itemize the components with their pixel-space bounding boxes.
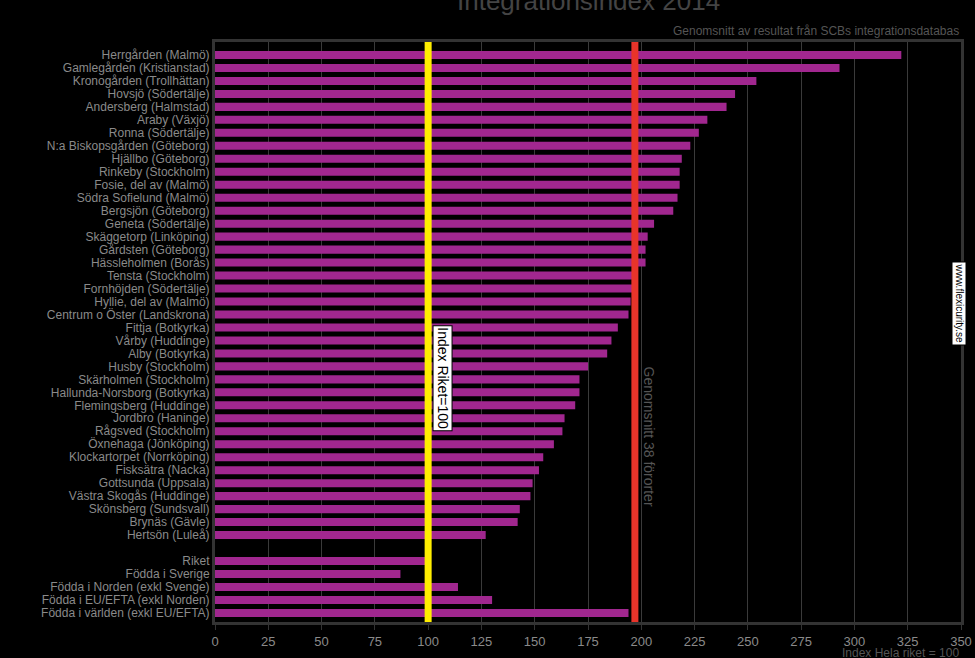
svg-text:Rågsved (Stockholm): Rågsved (Stockholm) <box>95 424 210 438</box>
svg-text:Gårdsten (Göteborg): Gårdsten (Göteborg) <box>99 243 210 257</box>
svg-text:Gamlegården (Kristianstad): Gamlegården (Kristianstad) <box>63 61 210 75</box>
svg-text:Index Riket=100: Index Riket=100 <box>435 327 451 429</box>
svg-text:Födda i EU/EFTA (exkl Norden): Födda i EU/EFTA (exkl Norden) <box>42 593 210 607</box>
svg-text:50: 50 <box>314 634 328 649</box>
svg-text:Rinkeby (Stockholm): Rinkeby (Stockholm) <box>99 165 210 179</box>
svg-text:225: 225 <box>684 634 706 649</box>
svg-text:Födda i Norden (exkl Svenge): Födda i Norden (exkl Svenge) <box>50 580 209 594</box>
svg-text:Centrum o Öster (Landskrona): Centrum o Öster (Landskrona) <box>47 308 210 322</box>
svg-text:25: 25 <box>261 634 275 649</box>
svg-text:Integrationsindex 2014: Integrationsindex 2014 <box>457 0 720 16</box>
svg-text:Födda i världen (exkl EU/EFTA): Födda i världen (exkl EU/EFTA) <box>41 606 210 620</box>
svg-text:Genomsnitt 38 förorter: Genomsnitt 38 förorter <box>641 367 657 507</box>
svg-text:Alby (Botkyrka): Alby (Botkyrka) <box>128 347 209 361</box>
svg-text:Kronogården (Trollhättan): Kronogården (Trollhättan) <box>73 74 210 88</box>
svg-text:Hjällbo (Göteborg): Hjällbo (Göteborg) <box>112 152 210 166</box>
svg-text:Hyllie, del av (Malmö): Hyllie, del av (Malmö) <box>94 295 209 309</box>
svg-text:150: 150 <box>524 634 546 649</box>
svg-text:www.flexicurity.se: www.flexicurity.se <box>954 264 965 344</box>
svg-text:Index Hela riket = 100: Index Hela riket = 100 <box>842 646 959 658</box>
svg-text:Fornhöjden (Södertälje): Fornhöjden (Södertälje) <box>84 282 210 296</box>
svg-text:Hertsön (Luleå): Hertsön (Luleå) <box>127 528 210 542</box>
svg-text:Geneta (Södertälje): Geneta (Södertälje) <box>105 217 210 231</box>
svg-text:Ronna (Södertälje): Ronna (Södertälje) <box>109 126 210 140</box>
svg-text:Riket: Riket <box>182 554 210 568</box>
svg-text:250: 250 <box>737 634 759 649</box>
svg-text:Jordbro (Haninge): Jordbro (Haninge) <box>113 411 210 425</box>
svg-text:N:a Biskopsgården (Göteborg): N:a Biskopsgården (Göteborg) <box>47 139 210 153</box>
svg-text:Fosie, del av (Malmö): Fosie, del av (Malmö) <box>94 178 209 192</box>
svg-text:100: 100 <box>417 634 439 649</box>
svg-text:Klockartorpet (Norrköping): Klockartorpet (Norrköping) <box>69 450 210 464</box>
svg-text:325: 325 <box>897 634 919 649</box>
svg-text:Gottsunda (Uppsala): Gottsunda (Uppsala) <box>99 476 210 490</box>
svg-text:Hallunda-Norsborg (Botkyrka): Hallunda-Norsborg (Botkyrka) <box>51 386 210 400</box>
svg-text:Födda i Sverige: Födda i Sverige <box>126 567 210 581</box>
svg-text:125: 125 <box>471 634 493 649</box>
svg-text:200: 200 <box>630 634 652 649</box>
svg-text:Västra Skogås (Huddinge): Västra Skogås (Huddinge) <box>69 489 210 503</box>
svg-text:Genomsnitt av resultat från SC: Genomsnitt av resultat från SCBs integra… <box>673 24 959 38</box>
svg-text:Hovsjö (Södertälje): Hovsjö (Södertälje) <box>108 87 210 101</box>
svg-text:350: 350 <box>950 634 972 649</box>
svg-text:Hässleholmen (Borås): Hässleholmen (Borås) <box>91 256 210 270</box>
svg-text:Araby (Växjö): Araby (Växjö) <box>137 113 210 127</box>
svg-text:Bergsjön (Göteborg): Bergsjön (Göteborg) <box>101 204 210 218</box>
svg-text:Södra Sofielund (Malmö): Södra Sofielund (Malmö) <box>77 191 210 205</box>
svg-text:Skärholmen (Stockholm): Skärholmen (Stockholm) <box>78 373 209 387</box>
svg-text:Skönsberg (Sundsvall): Skönsberg (Sundsvall) <box>89 502 210 516</box>
svg-text:Tensta (Stockholm): Tensta (Stockholm) <box>107 269 210 283</box>
svg-text:Andersberg (Halmstad): Andersberg (Halmstad) <box>86 100 210 114</box>
svg-text:Fisksätra (Nacka): Fisksätra (Nacka) <box>116 463 210 477</box>
svg-text:Fittja (Botkyrka): Fittja (Botkyrka) <box>126 321 210 335</box>
svg-text:Öxnehaga (Jönköping): Öxnehaga (Jönköping) <box>88 437 209 451</box>
svg-text:Flemingsberg (Huddinge): Flemingsberg (Huddinge) <box>74 399 209 413</box>
svg-text:Vårby (Huddinge): Vårby (Huddinge) <box>116 334 210 348</box>
svg-text:175: 175 <box>577 634 599 649</box>
svg-text:Husby (Stockholm): Husby (Stockholm) <box>108 360 209 374</box>
svg-text:0: 0 <box>211 634 218 649</box>
svg-text:75: 75 <box>368 634 382 649</box>
svg-text:Herrgården (Malmö): Herrgården (Malmö) <box>102 48 210 62</box>
svg-text:275: 275 <box>790 634 812 649</box>
svg-text:Skäggetorp (Linköping): Skäggetorp (Linköping) <box>86 230 210 244</box>
svg-text:Brynäs (Gävle): Brynäs (Gävle) <box>130 515 210 529</box>
svg-text:300: 300 <box>844 634 866 649</box>
